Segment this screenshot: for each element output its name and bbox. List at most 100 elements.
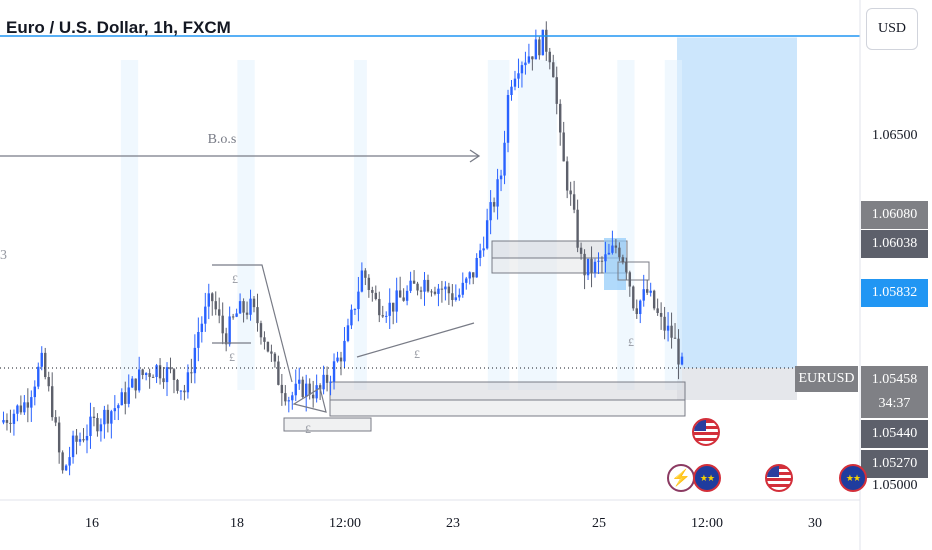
candle-body (120, 392, 123, 406)
candle-body (176, 379, 179, 391)
candle-body (625, 262, 628, 273)
highlight-band (517, 60, 557, 390)
candle-body (110, 411, 113, 424)
candle-body (165, 367, 169, 383)
candle-body (433, 291, 437, 294)
candle-body (524, 62, 527, 66)
candle-body (179, 390, 183, 392)
candle-body (190, 372, 193, 374)
bos-arrow-head (469, 149, 481, 163)
candle-body (583, 253, 586, 276)
zone-layer (120, 37, 797, 432)
candle-body (284, 393, 287, 402)
highlight-band (617, 60, 635, 390)
lightning-icon[interactable]: ⚡ (667, 464, 695, 492)
candle-body (204, 306, 207, 324)
us-flag-icon[interactable] (765, 464, 793, 492)
candle-body (482, 248, 485, 251)
candle-body (472, 272, 475, 278)
candle-body (374, 292, 377, 299)
candle-body (273, 353, 277, 362)
candle-body (510, 86, 513, 96)
candle-body (559, 103, 562, 133)
candle-body (388, 302, 391, 316)
candle-body (64, 465, 68, 471)
candle-body (99, 424, 103, 432)
candle-body (628, 272, 632, 287)
eu-flag-icon[interactable]: ★★ (693, 464, 721, 492)
candle-body (381, 315, 384, 317)
candle-body (162, 378, 165, 383)
candle-body (54, 417, 57, 423)
us-flag-icon[interactable] (692, 418, 720, 446)
candle-body (398, 290, 402, 298)
candle-body (259, 323, 263, 338)
candle-body (249, 298, 252, 315)
candle-body (426, 279, 430, 292)
candle-body (183, 390, 186, 393)
candle-body (659, 312, 663, 317)
candle-body (385, 315, 388, 317)
candle-body (639, 300, 642, 315)
candle-body (75, 435, 78, 442)
candle-body (346, 325, 350, 341)
candle-body (458, 294, 461, 298)
candle-body (475, 257, 478, 278)
candle-body (391, 302, 395, 312)
candle-body (506, 95, 510, 143)
candle-body (172, 369, 176, 380)
candle-body (360, 270, 364, 292)
candle-body (124, 392, 127, 404)
candle-body (586, 258, 590, 276)
price-tag: 1.06038 (861, 230, 928, 258)
candle-body (607, 252, 611, 255)
candle-body (555, 77, 558, 104)
candle-body (12, 413, 16, 424)
candle-body (131, 378, 134, 388)
candle-body (329, 381, 332, 383)
eu-flag-icon[interactable]: ★★ (839, 464, 867, 492)
candle-body (468, 272, 471, 279)
candle-body (496, 179, 499, 207)
candle-body (127, 387, 130, 404)
candle-body (545, 29, 548, 52)
axes-layer (0, 0, 861, 550)
candle-body (106, 409, 110, 424)
candle-body (378, 298, 381, 316)
candle-body (322, 374, 325, 390)
candle-body (541, 29, 545, 56)
candle-body (144, 373, 148, 376)
candle-body (44, 352, 47, 378)
candle-body (656, 308, 659, 313)
candle-body (548, 51, 551, 63)
pound-marker: £ (305, 422, 311, 436)
candle-body (325, 374, 329, 383)
candle-body (569, 190, 572, 195)
highlight-band (487, 60, 510, 390)
candle-body (242, 301, 245, 313)
candle-body (395, 290, 398, 312)
candle-body (50, 386, 54, 418)
target-zone (677, 37, 797, 368)
candle-body (82, 439, 85, 441)
drawing-layer: B.o.s 3 £ £ £ £ £ (0, 35, 860, 436)
candle-body (193, 347, 197, 374)
candle-body (270, 351, 273, 354)
candle-body (61, 452, 64, 471)
candle-body (461, 282, 464, 295)
candle-body (37, 366, 40, 387)
candle-body (92, 416, 96, 418)
time-tick: 23 (446, 516, 460, 531)
pound-marker: £ (229, 350, 235, 364)
candle-body (47, 377, 50, 387)
candle-body (5, 420, 9, 423)
candle-body (211, 293, 214, 302)
triangle-shape (292, 387, 327, 413)
candle-body (451, 293, 454, 300)
candle-body (218, 309, 221, 316)
currency-button[interactable]: USD (866, 8, 918, 50)
wedge-line (212, 264, 293, 383)
candle-body (614, 245, 618, 248)
